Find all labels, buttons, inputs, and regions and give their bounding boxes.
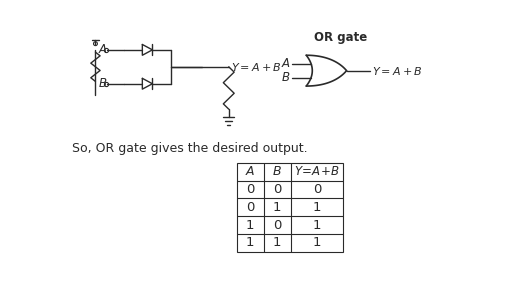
Text: $A$: $A$ [98, 44, 108, 56]
Text: $B$: $B$ [98, 77, 107, 90]
Text: 1: 1 [273, 201, 281, 214]
Text: 1: 1 [246, 236, 254, 249]
Bar [237, 163, 343, 252]
Text: $A$: $A$ [245, 165, 255, 178]
Text: 0: 0 [273, 183, 281, 196]
Text: 1: 1 [246, 218, 254, 232]
Text: So, OR gate gives the desired output.: So, OR gate gives the desired output. [72, 142, 308, 155]
Text: 1: 1 [313, 236, 322, 249]
Text: $B$: $B$ [272, 165, 282, 178]
Text: 1: 1 [313, 218, 322, 232]
Text: $B$: $B$ [281, 71, 291, 84]
Text: $Y = A + B$: $Y = A + B$ [372, 64, 423, 76]
Text: 1: 1 [273, 236, 281, 249]
Text: $A$: $A$ [281, 57, 291, 70]
Text: 0: 0 [313, 183, 321, 196]
Text: $Y\!=\!A\!+\!B$: $Y\!=\!A\!+\!B$ [294, 165, 340, 178]
Text: 0: 0 [246, 183, 254, 196]
Text: 1: 1 [313, 201, 322, 214]
Text: OR gate: OR gate [315, 32, 367, 44]
Text: $Y = A + B$: $Y = A + B$ [231, 61, 282, 73]
Text: 0: 0 [246, 201, 254, 214]
Text: 0: 0 [273, 218, 281, 232]
